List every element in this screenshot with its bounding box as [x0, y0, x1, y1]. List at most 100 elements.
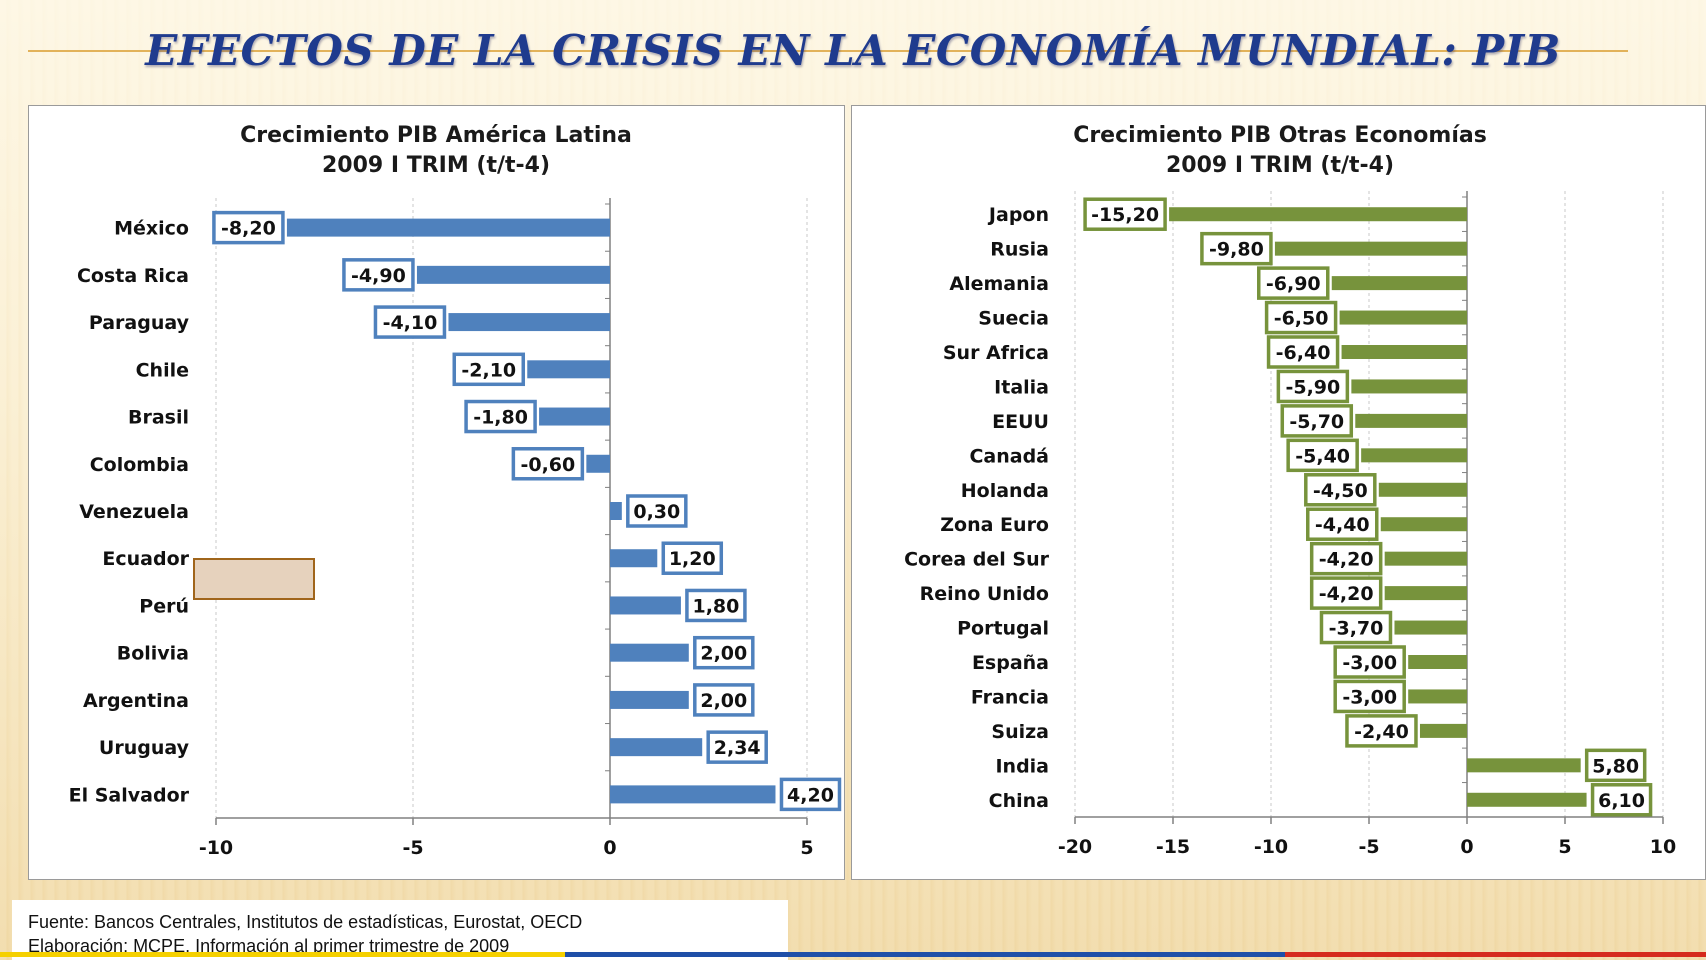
category-label: Rusia [990, 239, 1049, 261]
category-label: España [972, 652, 1049, 674]
data-label-box [1333, 645, 1406, 679]
bar [1419, 723, 1467, 738]
data-label-box [1319, 610, 1393, 645]
bar [1274, 241, 1467, 256]
category-label: Suiza [991, 721, 1049, 743]
category-label: Corea del Sur [904, 549, 1050, 571]
data-label-box [1304, 473, 1377, 507]
bar [1408, 655, 1467, 669]
data-label-box [1333, 679, 1406, 714]
bar [610, 785, 776, 804]
category-label: Venezuela [79, 501, 189, 523]
x-tick-label: 10 [1650, 836, 1676, 858]
category-label: Chile [136, 359, 189, 381]
category-label: EEUU [992, 411, 1049, 433]
chart-other-economies: Crecimiento PIB Otras Economías 2009 I TR… [904, 123, 1676, 858]
category-label: India [995, 755, 1049, 777]
category-label: Alemania [949, 273, 1049, 295]
data-label: -15,20 [1091, 204, 1159, 226]
x-tick-label: 5 [800, 837, 813, 859]
chart-latin-america: Crecimiento PIB América Latina 2009 I TRI… [69, 123, 842, 859]
data-label: 1,20 [669, 548, 716, 570]
chart-title: Crecimiento PIB América Latina [240, 123, 632, 148]
source-note: Fuente: Bancos Centrales, Institutos de … [12, 900, 788, 960]
chart-subtitle: 2009 I TRIM (t/t-4) [1166, 153, 1394, 178]
bar [448, 313, 610, 332]
category-label: Colombia [90, 454, 189, 476]
x-tick-label: 0 [1460, 836, 1473, 858]
chart-title: Crecimiento PIB Otras Economías [1073, 123, 1487, 148]
category-label: Portugal [957, 618, 1049, 640]
bar [610, 596, 681, 615]
category-label: México [114, 218, 189, 240]
data-label: -2,10 [461, 359, 516, 381]
category-label: Reino Unido [920, 583, 1049, 605]
data-label: -5,40 [1295, 445, 1350, 467]
category-label: El Salvador [69, 784, 190, 806]
data-label-box [212, 210, 285, 245]
bar [610, 738, 703, 757]
data-label: 0,30 [633, 501, 680, 523]
data-label-box [1264, 300, 1338, 335]
category-label: Zona Euro [940, 514, 1049, 536]
bar [1331, 276, 1467, 291]
x-tick-label: -5 [1358, 836, 1379, 858]
category-label: China [989, 790, 1049, 812]
data-label: -4,20 [1319, 549, 1374, 571]
title-rule [28, 50, 1628, 52]
x-tick-label: 0 [603, 837, 616, 859]
data-label-box [1083, 197, 1167, 231]
bar [1408, 689, 1467, 704]
category-label: Japon [987, 204, 1049, 226]
data-label: -5,90 [1285, 376, 1340, 398]
category-label: Sur Africa [943, 342, 1049, 364]
highlight-box [193, 558, 315, 600]
data-label: -9,80 [1209, 239, 1264, 261]
data-label-box [342, 258, 415, 292]
slide-title: EFECTOS DE LA CRISIS EN LA ECONOMÍA MUND… [145, 26, 1561, 75]
bar [1467, 792, 1587, 807]
data-label-box [464, 399, 537, 434]
chart-panel-other-economies: Crecimiento PIB Otras Economías 2009 I TR… [851, 105, 1706, 880]
category-label: Brasil [128, 407, 189, 429]
data-label: 1,80 [692, 595, 739, 617]
bar [1361, 448, 1467, 463]
x-tick-label: 5 [1558, 836, 1571, 858]
data-label: -2,40 [1354, 721, 1409, 743]
data-label: 2,34 [714, 737, 761, 759]
bar [1355, 413, 1467, 428]
category-label: Suecia [978, 308, 1049, 330]
bar [416, 265, 610, 284]
x-tick-label: -5 [402, 837, 423, 859]
bar [1467, 758, 1581, 773]
data-label: 6,10 [1598, 790, 1645, 812]
bar [527, 360, 610, 379]
bar [1351, 379, 1467, 394]
data-label: -4,10 [383, 312, 438, 334]
data-label-box [706, 730, 768, 764]
bar [610, 549, 658, 568]
chart-subtitle: 2009 I TRIM (t/t-4) [322, 153, 550, 178]
data-label-box [1276, 369, 1350, 404]
category-label: Holanda [961, 480, 1049, 502]
data-label: -6,50 [1274, 308, 1329, 330]
bar [1378, 482, 1467, 497]
data-label-box [1266, 335, 1340, 369]
x-tick-label: -20 [1058, 836, 1092, 858]
bar [286, 218, 610, 237]
flag-stripe-blue [565, 952, 1285, 957]
data-label-box [693, 635, 755, 670]
category-label: Paraguay [89, 312, 190, 334]
bar [1169, 207, 1467, 222]
data-label: -6,90 [1266, 273, 1321, 295]
bar [1384, 551, 1467, 566]
bar [1339, 310, 1467, 325]
data-label-box [693, 683, 755, 717]
bar [539, 407, 610, 426]
data-label-box [1590, 783, 1653, 817]
data-label-box [1306, 507, 1379, 541]
data-label: -0,60 [520, 454, 575, 476]
data-label: 2,00 [700, 643, 747, 665]
data-label: 2,00 [700, 690, 747, 712]
data-label-box [626, 494, 688, 528]
